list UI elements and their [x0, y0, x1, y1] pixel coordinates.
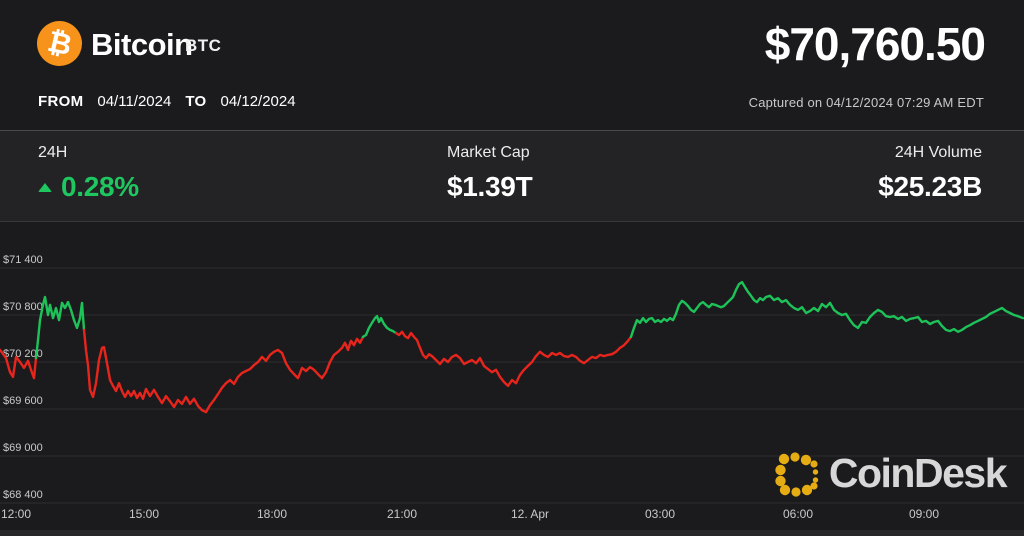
svg-text:18:00: 18:00 [257, 507, 287, 521]
to-label: TO [185, 93, 207, 110]
change-value: 0.28% [61, 171, 139, 202]
price-chart: $71 400 $70 800 $70 200 $69 600 $69 000 $68 4… [0, 222, 1024, 536]
svg-text:09:00: 09:00 [909, 507, 939, 521]
svg-text:15:00: 15:00 [129, 507, 159, 521]
market-cap-value: $1.39T [447, 171, 533, 202]
volume-label: 24H Volume [894, 144, 982, 161]
current-price: $70,760.50 [764, 18, 986, 70]
svg-text:$69 000: $69 000 [3, 442, 43, 454]
arrow-up-icon [38, 182, 52, 192]
svg-text:$70 200: $70 200 [3, 348, 43, 360]
bitcoin-symbol-glyph: ₿ [44, 23, 75, 63]
svg-text:$69 600: $69 600 [3, 395, 43, 407]
svg-text:03:00: 03:00 [645, 507, 675, 521]
price-chart-svg: $71 400 $70 800 $70 200 $69 600 $69 000 $68 4… [0, 254, 1024, 536]
from-date: 04/11/2024 [97, 93, 172, 110]
stat-24h-change: 24H 0.28% [38, 144, 139, 203]
stats-band: 24H 0.28% Market Cap $1.39T 24H Volume $… [0, 130, 1024, 222]
market-cap-label: Market Cap [447, 144, 530, 161]
bitcoin-logo-icon: ₿ [37, 21, 82, 66]
volume-value: $25.23B [878, 171, 982, 202]
coindesk-wordmark: CoinDesk [828, 450, 1008, 496]
to-date: 04/12/2024 [220, 93, 296, 110]
coin-name: Bitcoin [91, 27, 193, 62]
stat-24h-volume: 24H Volume $25.23B [878, 144, 982, 203]
date-range: FROM 04/11/2024 TO 04/12/2024 [38, 93, 296, 110]
change-label: 24H [38, 144, 68, 161]
coindesk-icon [775, 451, 819, 497]
stat-market-cap: Market Cap $1.39T [447, 144, 533, 203]
svg-text:12. Apr: 12. Apr [511, 507, 549, 521]
svg-text:$71 400: $71 400 [3, 254, 43, 266]
captured-timestamp: Captured on 04/12/2024 07:29 AM EDT [748, 95, 984, 110]
svg-text:21:00: 21:00 [387, 507, 417, 521]
coindesk-logo: CoinDesk [775, 450, 1008, 497]
svg-text:12:00: 12:00 [1, 507, 31, 521]
svg-text:06:00: 06:00 [783, 507, 813, 521]
coin-ticker: BTC [185, 36, 222, 55]
from-label: FROM [38, 93, 84, 110]
svg-text:$70 800: $70 800 [3, 301, 43, 313]
svg-text:$68 400: $68 400 [3, 489, 43, 501]
